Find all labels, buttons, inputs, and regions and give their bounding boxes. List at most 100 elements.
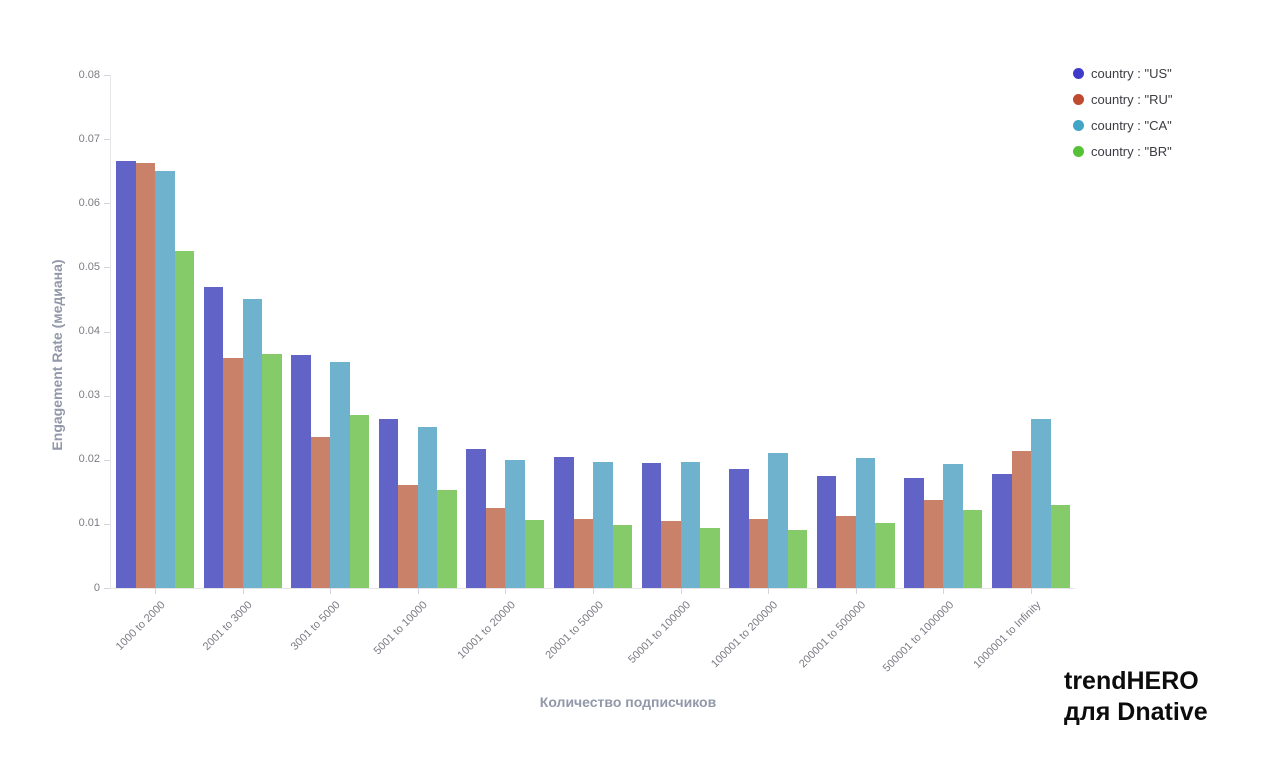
bar (554, 457, 574, 588)
y-tick-mark (104, 523, 110, 525)
y-tick-label: 0.04 (78, 325, 100, 337)
bar (223, 357, 243, 588)
x-tick-label: 50001 to 100000 (626, 599, 694, 666)
bar (816, 476, 837, 588)
x-axis-line (110, 588, 1075, 589)
legend-dot-icon (1073, 94, 1084, 105)
x-tick-mark (768, 588, 770, 594)
bar (729, 468, 749, 588)
bar (310, 436, 331, 588)
legend-item: country : "RU" (1073, 92, 1172, 107)
y-tick-mark (104, 139, 110, 141)
y-axis-line (110, 75, 111, 588)
y-tick-label: 0.08 (78, 68, 100, 81)
bar (700, 528, 720, 588)
bar (1050, 505, 1070, 588)
x-tick-label: 3001 to 5000 (288, 599, 343, 653)
bar (1011, 451, 1031, 588)
x-tick-label: 1000 to 2000 (113, 599, 168, 653)
y-tick-label: 0.02 (78, 453, 100, 466)
y-tick-label: 0.07 (78, 132, 100, 145)
x-tick-label: 2001 to 3000 (201, 599, 256, 653)
legend-item: country : "CA" (1073, 118, 1172, 133)
x-tick-mark (330, 588, 332, 594)
bar (155, 171, 175, 588)
bar (836, 515, 856, 588)
bar (680, 462, 701, 588)
bar (135, 162, 155, 588)
y-tick-label: 0.01 (78, 517, 100, 530)
x-tick-mark (155, 588, 156, 594)
bar (417, 427, 438, 588)
legend-dot-icon (1073, 146, 1084, 157)
legend-label: country : "BR" (1091, 144, 1172, 159)
y-tick-label: 0.03 (78, 389, 100, 402)
bar (291, 355, 311, 588)
bar (923, 500, 944, 588)
legend-item: country : "BR" (1073, 144, 1172, 159)
bar (349, 414, 370, 588)
bar (641, 462, 662, 588)
y-tick-label: 0 (93, 581, 100, 594)
legend-dot-icon (1073, 68, 1084, 79)
legend-label: country : "US" (1091, 66, 1172, 81)
y-tick-mark (104, 203, 110, 205)
bar (992, 473, 1012, 588)
watermark: trendHERO для Dnative (1064, 666, 1208, 727)
x-tick-label: 1000001 to Infinity (971, 599, 1044, 672)
y-tick-mark (104, 395, 110, 397)
y-tick-mark (104, 588, 110, 589)
bar (768, 453, 788, 588)
bar (505, 460, 525, 588)
legend: country : "US" country : "RU" country : "C… (1073, 66, 1172, 170)
bar (573, 519, 593, 588)
bar (855, 457, 876, 588)
legend-item: country : "US" (1073, 66, 1172, 81)
bar (330, 361, 350, 588)
y-tick-mark (104, 267, 110, 269)
y-axis-title: Engagement Rate (медиана) (49, 259, 65, 451)
legend-dot-icon (1073, 120, 1084, 131)
x-tick-label: 200001 to 500000 (797, 599, 869, 671)
bar (437, 489, 457, 588)
x-tick-mark (680, 588, 682, 594)
y-tick-mark (104, 331, 110, 333)
x-tick-label: 5001 to 10000 (372, 599, 431, 658)
bar (116, 160, 136, 588)
bar (661, 521, 681, 588)
x-tick-mark (417, 588, 419, 594)
watermark-line-1: trendHERO (1064, 667, 1199, 695)
bar (612, 525, 632, 588)
x-tick-mark (855, 588, 857, 594)
y-tick-label: 0.06 (78, 196, 100, 209)
legend-label: country : "RU" (1091, 92, 1173, 107)
bar (398, 484, 418, 588)
bar (875, 523, 895, 588)
bar (242, 299, 263, 588)
y-tick-label: 0.05 (78, 260, 100, 273)
bar (378, 419, 399, 588)
bar (962, 509, 983, 588)
x-tick-mark (1031, 588, 1032, 594)
bar (174, 251, 194, 588)
bar (466, 448, 486, 588)
x-tick-label: 500001 to 1000000 (880, 599, 956, 675)
x-axis-title: Количество подписчиков (539, 694, 717, 710)
bar (593, 461, 613, 588)
watermark-line-2: для Dnative (1064, 697, 1208, 726)
y-tick-mark (104, 459, 110, 461)
legend-label: country : "CA" (1091, 118, 1172, 133)
bar (787, 529, 808, 588)
bar (524, 520, 545, 588)
bar (203, 286, 224, 588)
x-tick-mark (242, 588, 244, 594)
bar (1031, 418, 1051, 588)
bar (943, 464, 963, 588)
x-tick-label: 100001 to 200000 (709, 599, 781, 671)
bar (485, 508, 506, 588)
bar (262, 353, 282, 588)
x-tick-mark (943, 588, 945, 594)
x-tick-mark (593, 588, 594, 594)
bar (904, 477, 924, 588)
